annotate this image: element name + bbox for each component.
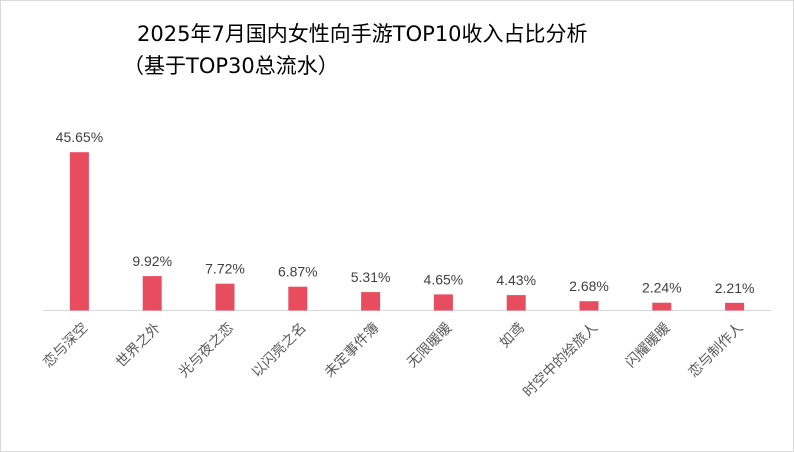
chart-title: 2025年7月国内女性向手游TOP10收入占比分析 (137, 22, 588, 46)
bar-3 (215, 283, 235, 311)
value-label-4: 6.87% (278, 264, 318, 280)
category-label-4: 以闪亮之名 (248, 319, 310, 381)
bar-8 (579, 301, 599, 311)
value-label-6: 4.65% (424, 271, 464, 287)
value-label-8: 2.68% (569, 278, 609, 294)
category-label-8: 时空中的绘旅人 (520, 320, 601, 401)
bar-6 (433, 294, 453, 311)
category-label-5: 未定事件簿 (322, 320, 383, 381)
bar-5 (361, 292, 381, 311)
value-label-5: 5.31% (351, 269, 391, 285)
category-label-9: 闪耀暖暖 (623, 320, 674, 371)
category-label-3: 光与夜之恋 (175, 319, 237, 381)
category-label-6: 无限暖暖 (404, 320, 455, 371)
category-label-10: 恋与制作人 (685, 319, 747, 381)
bar-4 (288, 286, 308, 311)
value-label-10: 2.21% (715, 280, 755, 296)
value-label-3: 7.72% (205, 261, 245, 277)
bar-1 (69, 152, 89, 311)
value-label-9: 2.24% (642, 280, 682, 296)
value-label-7: 4.43% (496, 272, 536, 288)
category-label-1: 恋与深空 (40, 319, 92, 371)
value-label-2: 9.92% (132, 253, 172, 269)
bar-9 (652, 302, 672, 311)
bar-10 (725, 302, 745, 311)
category-label-7: 如鸢 (497, 320, 528, 351)
value-label-1: 45.65% (56, 129, 103, 145)
bar-2 (142, 276, 162, 311)
bar-7 (506, 295, 526, 311)
chart-subtitle: （基于TOP30总流水） (123, 54, 339, 78)
category-label-2: 世界之外 (113, 320, 164, 371)
